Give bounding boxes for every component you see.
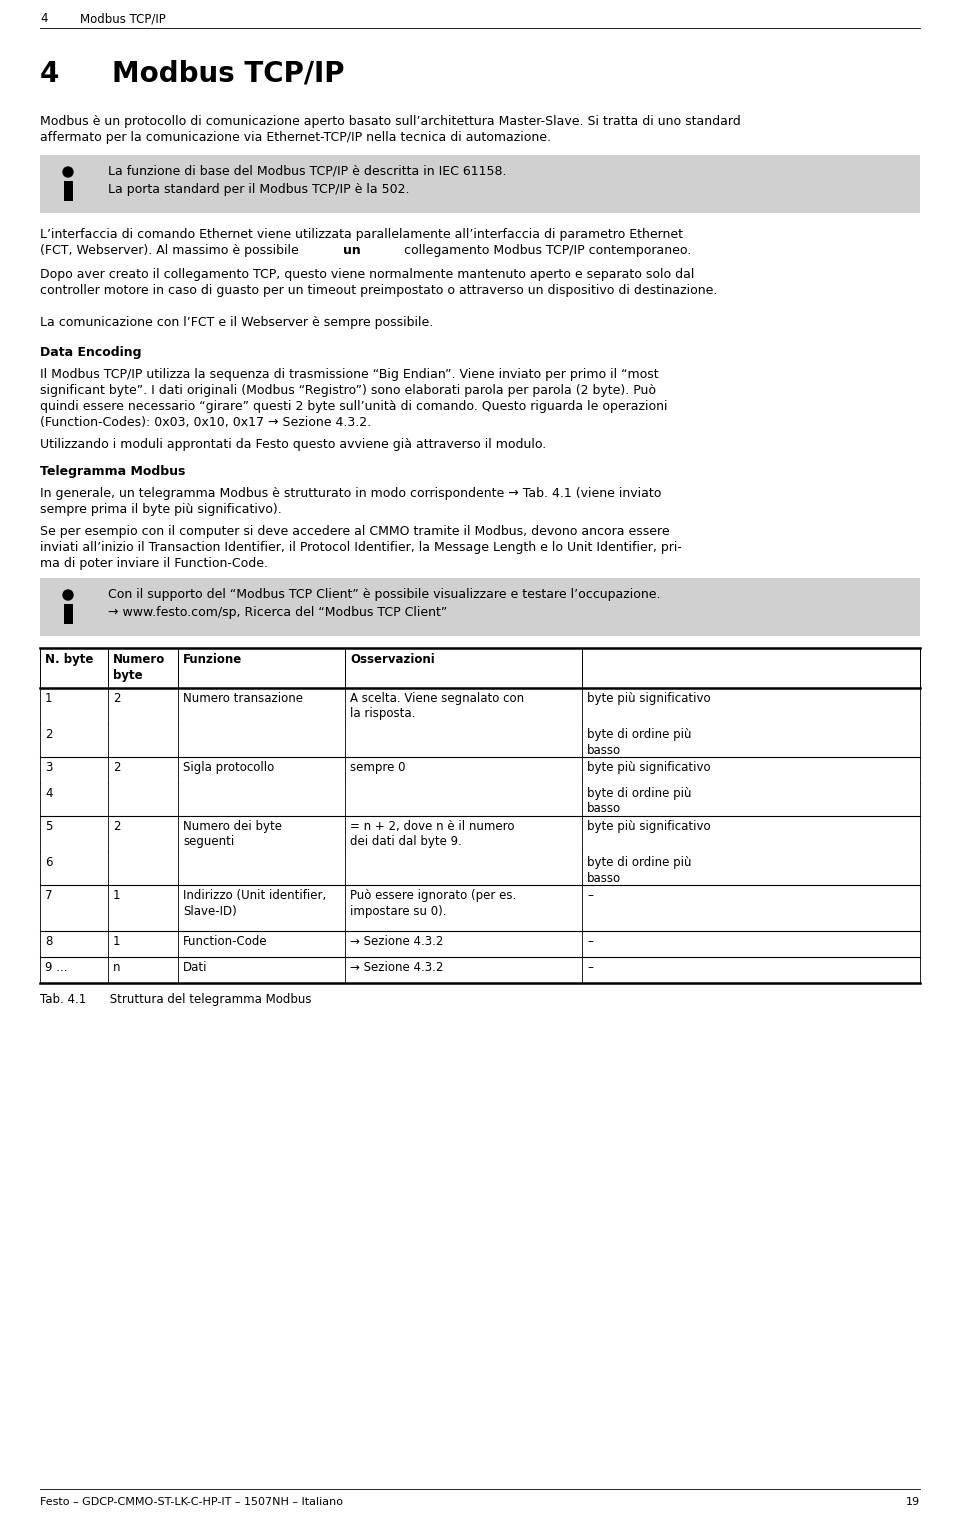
Bar [40, 156, 920, 214]
Text: Numero dei byte
seguenti: Numero dei byte seguenti [183, 820, 282, 848]
Circle shape [63, 590, 73, 599]
Text: –: – [587, 889, 593, 901]
Text: La porta standard per il Modbus TCP/IP è la 502.: La porta standard per il Modbus TCP/IP è… [108, 183, 410, 197]
Text: controller motore in caso di guasto per un timeout preimpostato o attraverso un : controller motore in caso di guasto per … [40, 284, 717, 297]
Text: Funzione: Funzione [183, 653, 242, 666]
Text: Numero transazione: Numero transazione [183, 692, 303, 705]
Text: –: – [587, 935, 593, 949]
Text: L’interfaccia di comando Ethernet viene utilizzata parallelamente all’interfacci: L’interfaccia di comando Ethernet viene … [40, 229, 683, 241]
Text: → Sezione 4.3.2: → Sezione 4.3.2 [350, 935, 444, 949]
Text: Numero
byte: Numero byte [113, 653, 165, 682]
Text: 6: 6 [45, 856, 53, 869]
Text: quindi essere necessario “girare” questi 2 byte sull’unità di comando. Questo ri: quindi essere necessario “girare” questi… [40, 400, 667, 413]
Text: affermato per la comunicazione via Ethernet-TCP/IP nella tecnica di automazione.: affermato per la comunicazione via Ether… [40, 131, 551, 143]
Text: 8: 8 [45, 935, 53, 949]
Text: ma di poter inviare il Function-Code.: ma di poter inviare il Function-Code. [40, 557, 268, 570]
Text: → Sezione 4.3.2: → Sezione 4.3.2 [350, 961, 444, 974]
Bar [40, 578, 920, 636]
Text: Con il supporto del “Modbus TCP Client” è possibile visualizzare e testare l’occ: Con il supporto del “Modbus TCP Client” … [108, 589, 660, 601]
Text: 5: 5 [45, 820, 53, 833]
Text: 7: 7 [45, 889, 53, 901]
Text: significant byte”. I dati originali (Modbus “Registro”) sono elaborati parola pe: significant byte”. I dati originali (Mod… [40, 384, 656, 396]
Circle shape [63, 168, 73, 177]
Text: 2: 2 [113, 820, 121, 833]
Text: 1: 1 [113, 889, 121, 901]
Text: inviati all’inizio il Transaction Identifier, il Protocol Identifier, la Message: inviati all’inizio il Transaction Identi… [40, 541, 682, 554]
Text: byte di ordine più
basso: byte di ordine più basso [587, 727, 691, 756]
Text: Se per esempio con il computer si deve accedere al CMMO tramite il Modbus, devon: Se per esempio con il computer si deve a… [40, 525, 670, 538]
Text: byte più significativo: byte più significativo [587, 692, 710, 705]
Text: 2: 2 [113, 761, 121, 775]
Text: collegamento Modbus TCP/IP contemporaneo.: collegamento Modbus TCP/IP contemporaneo… [400, 244, 692, 258]
Text: byte più significativo: byte più significativo [587, 820, 710, 833]
Text: La funzione di base del Modbus TCP/IP è descritta in IEC 61158.: La funzione di base del Modbus TCP/IP è … [108, 165, 507, 178]
Text: → www.festo.com/sp, Ricerca del “Modbus TCP Client”: → www.festo.com/sp, Ricerca del “Modbus … [108, 605, 447, 619]
Text: 9 ...: 9 ... [45, 961, 67, 974]
Text: –: – [587, 961, 593, 974]
Text: Utilizzando i moduli approntati da Festo questo avviene già attraverso il modulo: Utilizzando i moduli approntati da Festo… [40, 438, 546, 451]
Text: La comunicazione con l’FCT e il Webserver è sempre possibile.: La comunicazione con l’FCT e il Webserve… [40, 316, 433, 329]
Text: N. byte: N. byte [45, 653, 93, 666]
Text: Dopo aver creato il collegamento TCP, questo viene normalmente mantenuto aperto : Dopo aver creato il collegamento TCP, qu… [40, 268, 694, 281]
Text: Può essere ignorato (per es.
impostare su 0).: Può essere ignorato (per es. impostare s… [350, 889, 516, 918]
Text: Telegramma Modbus: Telegramma Modbus [40, 465, 185, 477]
Text: Dati: Dati [183, 961, 207, 974]
Text: 2: 2 [113, 692, 121, 705]
Text: Tab. 4.1  Struttura del telegramma Modbus: Tab. 4.1 Struttura del telegramma Modbus [40, 993, 311, 1007]
Text: n: n [113, 961, 121, 974]
Text: 3: 3 [45, 761, 53, 775]
Text: byte più significativo: byte più significativo [587, 761, 710, 775]
Text: byte di ordine più
basso: byte di ordine più basso [587, 856, 691, 884]
Text: Indirizzo (Unit identifier,
Slave-ID): Indirizzo (Unit identifier, Slave-ID) [183, 889, 326, 918]
Text: Festo – GDCP-CMMO-ST-LK-C-HP-IT – 1507NH – Italiano: Festo – GDCP-CMMO-ST-LK-C-HP-IT – 1507NH… [40, 1498, 343, 1507]
Text: sempre 0: sempre 0 [350, 761, 405, 775]
Bar [63, 604, 73, 624]
Text: sempre prima il byte più significativo).: sempre prima il byte più significativo). [40, 503, 281, 515]
Text: 2: 2 [45, 727, 53, 741]
Text: 1: 1 [113, 935, 121, 949]
Text: Osservazioni: Osservazioni [350, 653, 435, 666]
Text: (FCT, Webserver). Al massimo è possibile: (FCT, Webserver). Al massimo è possibile [40, 244, 302, 258]
Text: 4: 4 [40, 59, 60, 88]
Text: 4: 4 [40, 12, 47, 24]
Text: (Function-Codes): 0x03, 0x10, 0x17 → Sezione 4.3.2.: (Function-Codes): 0x03, 0x10, 0x17 → Sez… [40, 416, 372, 429]
Text: 4: 4 [45, 787, 53, 801]
Text: Sigla protocollo: Sigla protocollo [183, 761, 275, 775]
Text: Modbus TCP/IP: Modbus TCP/IP [80, 12, 166, 24]
Text: In generale, un telegramma Modbus è strutturato in modo corrispondente → Tab. 4.: In generale, un telegramma Modbus è stru… [40, 486, 661, 500]
Text: Modbus è un protocollo di comunicazione aperto basato sull’architettura Master-S: Modbus è un protocollo di comunicazione … [40, 114, 741, 128]
Text: Data Encoding: Data Encoding [40, 346, 141, 358]
Bar [63, 181, 73, 201]
Text: Il Modbus TCP/IP utilizza la sequenza di trasmissione “Big Endian”. Viene inviat: Il Modbus TCP/IP utilizza la sequenza di… [40, 368, 659, 381]
Text: byte di ordine più
basso: byte di ordine più basso [587, 787, 691, 816]
Text: = n + 2, dove n è il numero
dei dati dal byte 9.: = n + 2, dove n è il numero dei dati dal… [350, 820, 515, 848]
Text: un: un [343, 244, 361, 258]
Text: Function-Code: Function-Code [183, 935, 268, 949]
Text: 1: 1 [45, 692, 53, 705]
Text: 19: 19 [906, 1498, 920, 1507]
Text: A scelta. Viene segnalato con
la risposta.: A scelta. Viene segnalato con la rispost… [350, 692, 524, 720]
Text: Modbus TCP/IP: Modbus TCP/IP [112, 59, 345, 88]
